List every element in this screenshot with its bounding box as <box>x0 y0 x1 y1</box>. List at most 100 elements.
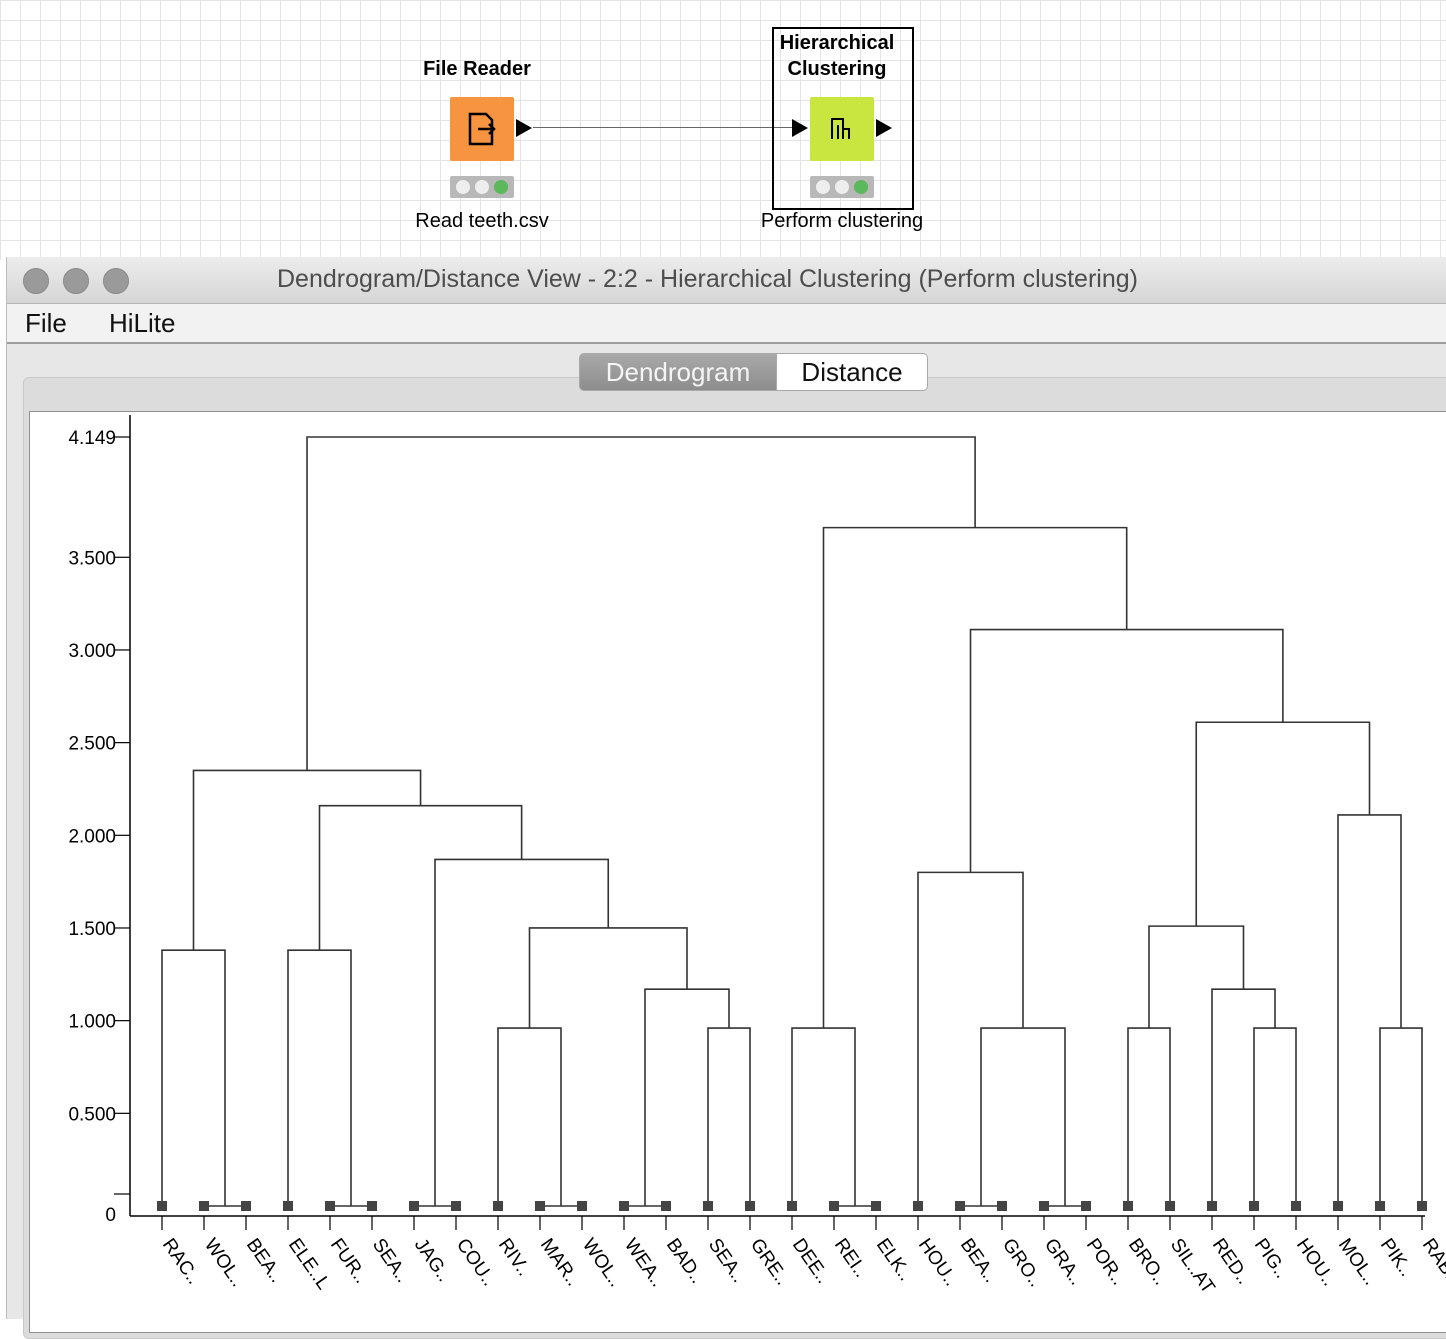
leaf-label: BEA.. <box>242 1235 287 1287</box>
dendrogram-link <box>1148 925 1245 1029</box>
clustering-node-label[interactable]: Perform clustering <box>760 210 924 232</box>
node-selection-box <box>772 27 914 210</box>
leaf-marker <box>1333 1201 1343 1211</box>
clustering-node[interactable] <box>810 97 874 161</box>
clustering-node-title: Hierarchical Clustering <box>768 30 906 82</box>
leaf-label: BEA.. <box>956 1235 1001 1287</box>
leaf-label: REI.. <box>830 1235 871 1282</box>
minimize-window-button[interactable] <box>63 268 89 294</box>
leaf-label: ELE..L <box>284 1235 334 1294</box>
leaf-marker <box>535 1201 545 1211</box>
tab-distance[interactable]: Distance <box>776 353 928 391</box>
window-titlebar[interactable]: Dendrogram/Distance View - 2:2 - Hierarc… <box>7 257 1446 304</box>
leaf-marker <box>1417 1201 1427 1211</box>
close-window-button[interactable] <box>23 268 49 294</box>
y-tick-label: 3.000 <box>68 641 116 662</box>
y-tick-label: 1.500 <box>68 919 116 940</box>
dendrogram-link <box>306 436 976 771</box>
file-reader-node-title: File Reader <box>423 58 531 80</box>
leaf-marker <box>1081 1201 1091 1211</box>
leaf-label: ELK.. <box>872 1235 916 1285</box>
dendrogram-link <box>1195 721 1371 927</box>
leaf-marker <box>661 1201 671 1211</box>
clustering-title-line1: Hierarchical <box>779 32 895 54</box>
dendrogram-link <box>822 526 1128 1029</box>
file-reader-node-label[interactable]: Read teeth.csv <box>415 210 549 232</box>
status-light-yellow <box>475 180 489 194</box>
file-reader-status <box>450 176 514 198</box>
leaf-marker <box>913 1201 923 1211</box>
y-tick-label: 0.500 <box>68 1104 116 1125</box>
leaf-label: MAR.. <box>536 1235 583 1290</box>
leaf-marker <box>745 1201 755 1211</box>
leaf-label: RIV.. <box>494 1235 534 1280</box>
dendrogram-link <box>1253 1027 1297 1206</box>
dendrogram-plot-area[interactable]: 0 0.500 1.000 1.500 2.000 2.500 3.000 3.500 4.14… <box>29 411 1446 1333</box>
status-light-red <box>456 180 470 194</box>
status-light-green <box>854 180 868 194</box>
dendrogram-link <box>1211 988 1276 1206</box>
file-reader-output-port[interactable] <box>516 119 532 137</box>
leaf-label: PIK.. <box>1376 1235 1417 1281</box>
dendrogram-icon <box>831 118 850 139</box>
status-light-green <box>494 180 508 194</box>
leaf-marker <box>1249 1201 1259 1211</box>
clustering-status <box>810 176 874 198</box>
leaf-marker <box>367 1201 377 1211</box>
leaf-label: SEA.. <box>704 1235 749 1287</box>
node-connection[interactable] <box>533 127 793 128</box>
leaf-marker <box>997 1201 1007 1211</box>
dendrogram-link <box>1337 814 1402 1206</box>
leaf-label: POR.. <box>1082 1235 1129 1289</box>
status-light-yellow <box>835 180 849 194</box>
workflow-canvas[interactable]: File Reader Read teeth.csv Hierarchical … <box>0 0 1446 260</box>
leaf-marker <box>619 1201 629 1211</box>
leaf-label: WOL.. <box>200 1235 248 1291</box>
y-tick-label: 0 <box>105 1205 116 1226</box>
leaf-marker <box>1207 1201 1217 1211</box>
y-tick-label: 4.149 <box>68 428 116 449</box>
leaf-label: WOL.. <box>578 1235 626 1291</box>
leaf-label: GRO.. <box>998 1235 1046 1291</box>
leaf-label: GRA.. <box>1040 1235 1087 1289</box>
dendrogram-link <box>318 804 523 951</box>
dendrogram-link <box>528 927 688 1029</box>
dendrogram-link <box>644 988 730 1206</box>
leaf-label: WEA.. <box>620 1235 668 1291</box>
menu-bar: File HiLite <box>7 304 1446 344</box>
window-title: Dendrogram/Distance View - 2:2 - Hierarc… <box>277 265 1138 293</box>
leaf-label: BRO.. <box>1124 1235 1171 1289</box>
menu-hilite[interactable]: HiLite <box>109 308 176 338</box>
leaf-label: HOU.. <box>914 1235 961 1290</box>
leaf-marker <box>1291 1201 1301 1211</box>
leaf-marker <box>493 1201 503 1211</box>
leaf-marker <box>199 1201 209 1211</box>
dendrogram-link <box>969 628 1284 873</box>
leaf-marker <box>451 1201 461 1211</box>
clustering-input-port[interactable] <box>792 119 808 137</box>
leaf-label: RAC.. <box>158 1235 204 1289</box>
dendrogram-link <box>917 871 1024 1206</box>
leaf-marker <box>955 1201 965 1211</box>
leaf-marker <box>325 1201 335 1211</box>
leaf-marker <box>1165 1201 1175 1211</box>
clustering-title-line2: Clustering <box>787 58 887 80</box>
leaf-marker <box>871 1201 881 1211</box>
leaf-label: MOL.. <box>1334 1235 1381 1289</box>
file-reader-icon <box>468 112 496 146</box>
dendrogram-link <box>980 1027 1066 1206</box>
dendrogram-link <box>434 858 610 1206</box>
status-light-red <box>816 180 830 194</box>
leaf-marker <box>829 1201 839 1211</box>
menu-file[interactable]: File <box>25 308 67 338</box>
file-reader-node[interactable] <box>450 97 514 161</box>
dendrogram-chart[interactable]: 0 0.500 1.000 1.500 2.000 2.500 3.000 3.500 4.14… <box>30 412 1446 1332</box>
leaf-label: DEE.. <box>788 1235 834 1288</box>
leaf-marker <box>1375 1201 1385 1211</box>
dendrogram-link <box>707 1027 751 1206</box>
zoom-window-button[interactable] <box>103 268 129 294</box>
leaf-label: RAB.. <box>1418 1235 1446 1288</box>
dendrogram-link <box>287 949 352 1206</box>
clustering-output-port[interactable] <box>876 119 892 137</box>
tab-dendrogram[interactable]: Dendrogram <box>579 353 777 391</box>
